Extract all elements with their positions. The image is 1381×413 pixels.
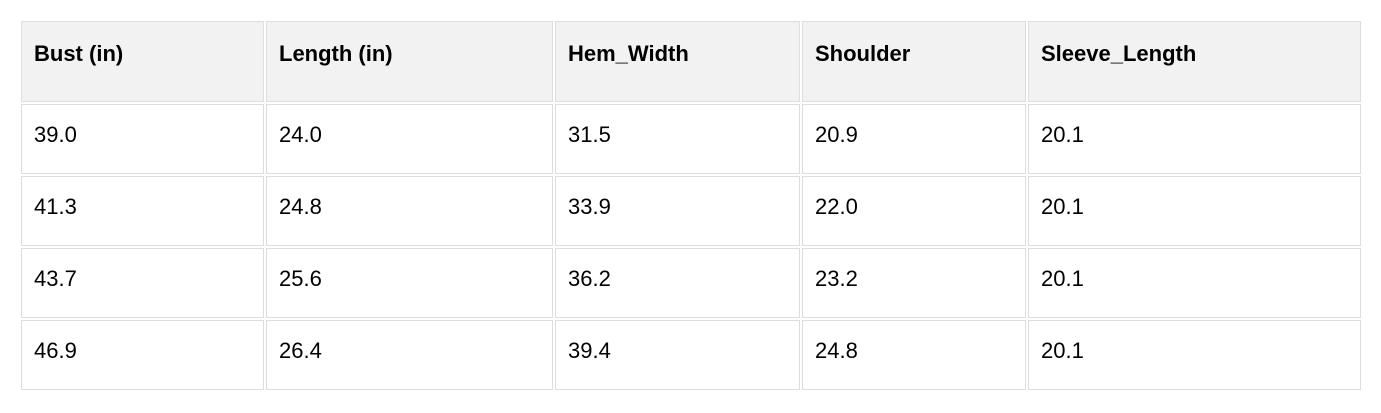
table-cell: 26.4: [266, 320, 553, 390]
table-cell: 39.0: [21, 104, 264, 174]
table-cell: 20.1: [1028, 104, 1361, 174]
table-cell: 22.0: [802, 176, 1026, 246]
column-header-hem-width: Hem_Width: [555, 21, 800, 102]
table-header-row: Bust (in) Length (in) Hem_Width Shoulder Sle…: [21, 21, 1361, 102]
table-cell: 41.3: [21, 176, 264, 246]
table-cell: 20.1: [1028, 248, 1361, 318]
table-cell: 24.8: [266, 176, 553, 246]
table-cell: 36.2: [555, 248, 800, 318]
table-cell: 20.9: [802, 104, 1026, 174]
table-cell: 25.6: [266, 248, 553, 318]
table-row: 43.7 25.6 36.2 23.2 20.1: [21, 248, 1361, 318]
table-row: 39.0 24.0 31.5 20.9 20.1: [21, 104, 1361, 174]
table-row: 46.9 26.4 39.4 24.8 20.1: [21, 320, 1361, 390]
table-cell: 31.5: [555, 104, 800, 174]
column-header-length-in: Length (in): [266, 21, 553, 102]
table-cell: 24.0: [266, 104, 553, 174]
table-cell: 24.8: [802, 320, 1026, 390]
table-cell: 20.1: [1028, 320, 1361, 390]
size-chart-table: Bust (in) Length (in) Hem_Width Shoulder Sle…: [19, 19, 1363, 392]
column-header-sleeve-length: Sleeve_Length: [1028, 21, 1361, 102]
table-cell: 39.4: [555, 320, 800, 390]
table-cell: 33.9: [555, 176, 800, 246]
column-header-shoulder: Shoulder: [802, 21, 1026, 102]
table-row: 41.3 24.8 33.9 22.0 20.1: [21, 176, 1361, 246]
table-cell: 46.9: [21, 320, 264, 390]
table-cell: 20.1: [1028, 176, 1361, 246]
table-cell: 23.2: [802, 248, 1026, 318]
column-header-bust-in: Bust (in): [21, 21, 264, 102]
table-cell: 43.7: [21, 248, 264, 318]
